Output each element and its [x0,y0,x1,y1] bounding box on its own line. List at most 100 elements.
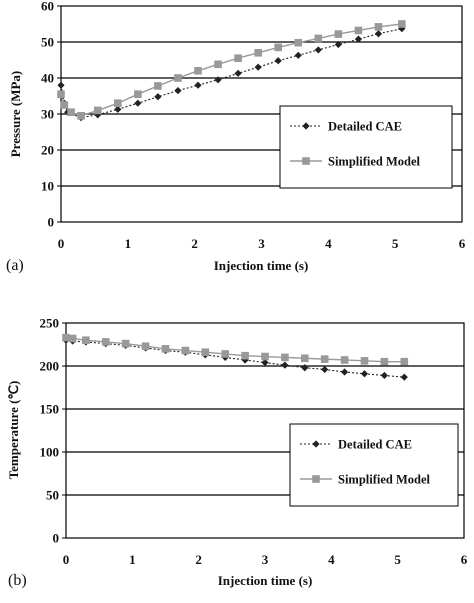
data-point [281,361,289,369]
data-point [181,346,190,355]
series-line [65,336,405,363]
x-tick-label: 4 [328,552,335,567]
data-point [234,69,242,77]
x-axis-label: Injection time (s) [218,573,313,588]
x-tick-label: 2 [195,552,202,567]
y-tick-label: 30 [41,107,54,122]
data-point [94,111,102,119]
data-point [400,373,408,381]
data-point [114,99,122,107]
data-point [121,339,130,348]
legend-marker [302,157,310,165]
y-tick-label: 20 [41,143,54,158]
data-point [201,348,210,357]
data-point [82,336,90,344]
y-tick-label: 40 [41,71,54,86]
legend-label: Detailed CAE [338,438,412,452]
data-point [301,364,309,372]
panel-label: (a) [6,257,24,274]
chart-panel-b: 0 50 100 150 200 250 0 1 2 3 4 5 6 Injection time (s)… [6,316,468,590]
data-point [340,356,349,364]
data-point [261,352,269,361]
data-point [374,23,383,31]
data-point [57,90,65,98]
data-point [134,99,142,107]
legend-label: Simplified Model [328,155,421,169]
data-point [398,25,406,33]
y-tick-label: 150 [40,402,60,417]
y-tick-label: 250 [40,316,60,331]
data-point [400,357,409,366]
y-tick-label: 0 [53,531,60,546]
data-point [67,108,75,116]
data-point [321,365,329,374]
y-tick-label: 60 [41,0,54,14]
legend-marker [312,440,320,448]
data-point [320,355,329,363]
data-point [134,90,142,98]
legend-label: Simplified Model [338,473,431,487]
data-point [261,358,269,367]
data-point [354,35,363,43]
y-tick-label: 10 [41,179,54,194]
data-point [60,101,69,109]
data-point [380,357,389,366]
data-point [114,105,122,113]
data-point [93,106,102,115]
data-point [274,57,282,65]
legend: Detailed CAE Simplified Model [279,105,453,189]
y-tick-label: 50 [46,488,59,503]
x-tick-label: 0 [58,236,65,251]
data-point [274,43,283,52]
panel-label: (b) [8,572,27,589]
y-tick-label: 50 [41,35,54,50]
x-tick-label: 1 [125,236,132,251]
data-point [398,20,406,28]
x-tick-label: 5 [394,552,401,567]
data-point [62,333,70,342]
data-point [294,51,302,59]
x-tick-label: 2 [191,236,198,251]
y-tick-label: 100 [40,445,60,460]
series-line [65,339,405,378]
data-point [380,371,388,380]
x-tick-label: 1 [129,552,136,567]
data-point [334,30,343,38]
data-point [234,54,242,62]
data-point [57,81,65,89]
data-point [281,353,289,362]
data-point [68,334,77,343]
series-line [60,23,402,117]
data-point [254,63,262,71]
legend-label: Detailed CAE [328,120,402,134]
data-point [294,38,303,47]
y-tick-label: 200 [40,359,60,374]
data-point [174,74,182,82]
x-tick-label: 0 [63,552,70,567]
data-point [161,345,170,353]
data-point [194,67,202,75]
x-axis-label: Injection time (s) [214,258,309,273]
data-point [141,342,150,351]
legend: Detailed CAE Simplified Model [289,423,459,507]
data-point [241,351,249,360]
data-point [354,26,363,35]
x-tick-label: 3 [262,552,269,567]
x-tick-label: 6 [461,552,468,567]
x-tick-label: 3 [258,236,265,251]
data-point [241,356,249,364]
data-point [314,46,322,54]
data-point [301,354,309,363]
data-point [314,34,323,43]
data-point [374,30,383,38]
data-point [174,87,182,95]
data-point [341,368,349,376]
data-point [360,370,369,378]
chart-panel-a: 0 10 20 30 40 50 60 0 1 2 3 4 5 6 Injection time (s) Pr… [6,0,466,274]
data-point [214,60,222,69]
data-point [360,357,369,365]
y-axis-label: Temperature (℃) [6,381,21,480]
data-point [194,81,202,89]
data-point [221,350,229,358]
